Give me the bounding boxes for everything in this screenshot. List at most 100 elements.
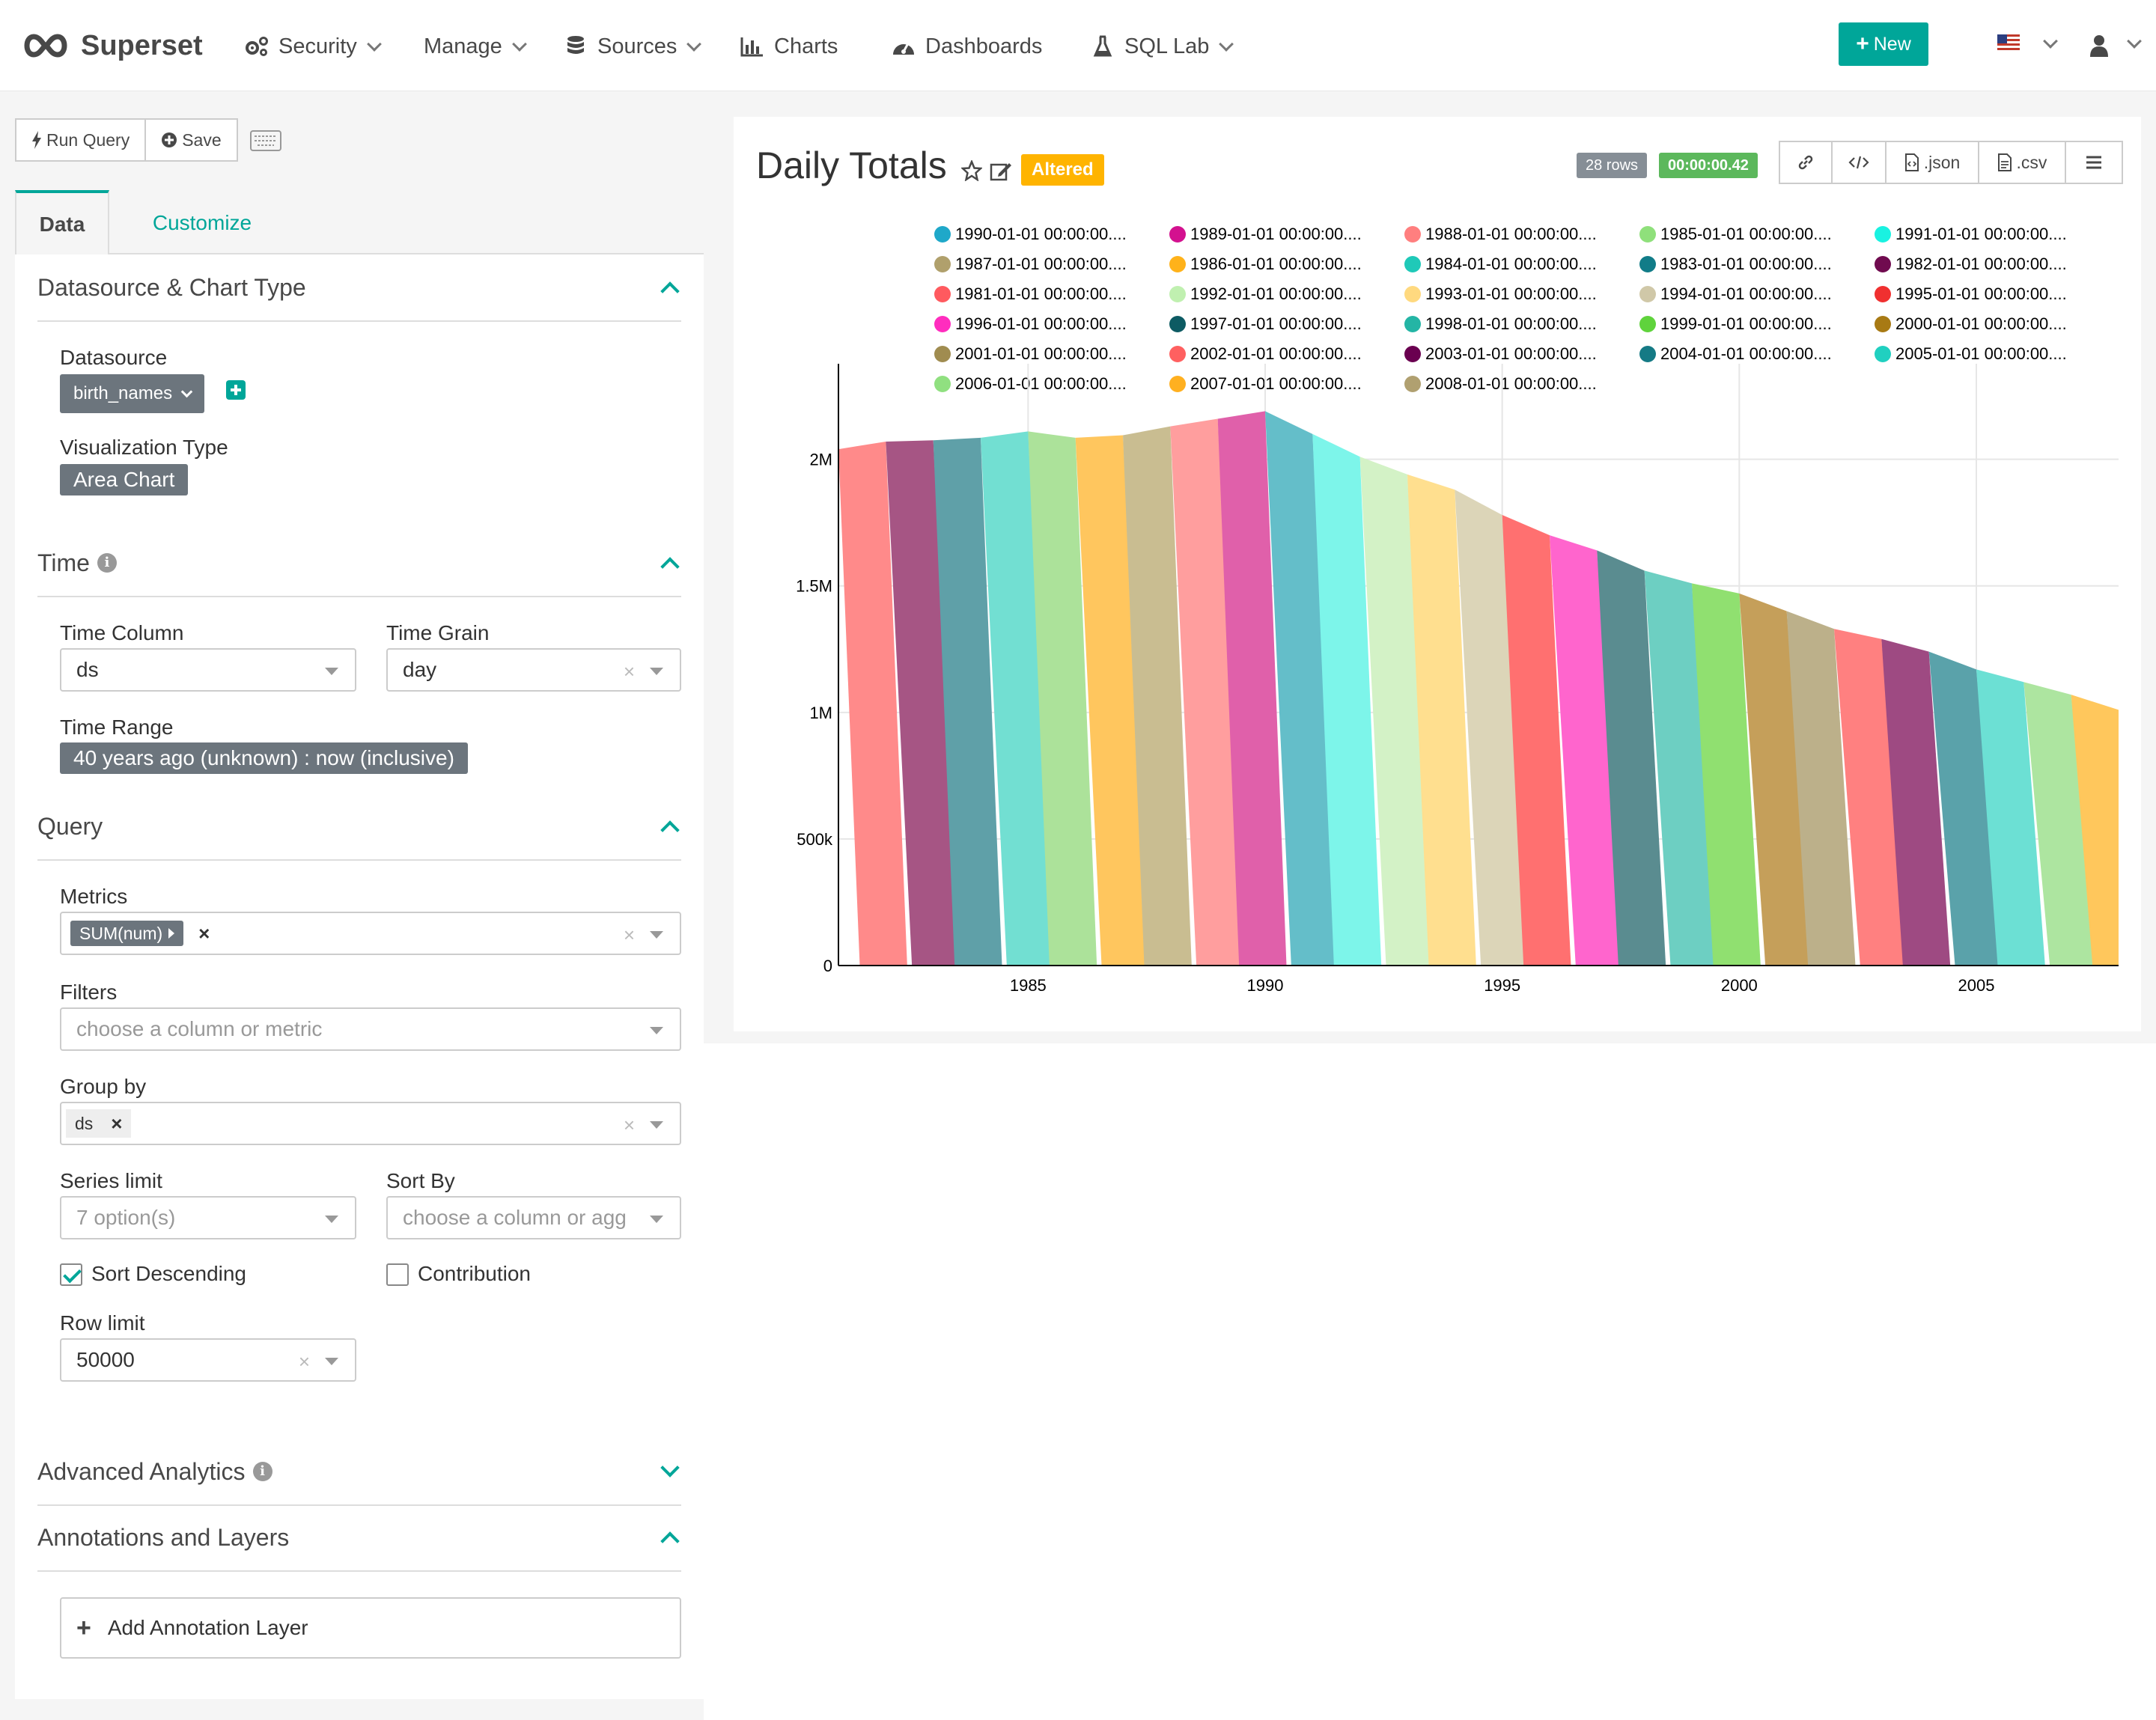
legend-label: 1990-01-01 00:00:00.... bbox=[955, 225, 1127, 243]
legend-item[interactable]: 2006-01-01 00:00:00.... bbox=[934, 373, 1127, 395]
metric-tag[interactable]: SUM(num) bbox=[70, 921, 184, 946]
sort-descending-checkbox[interactable] bbox=[60, 1263, 82, 1286]
legend-item[interactable]: 1999-01-01 00:00:00.... bbox=[1639, 313, 1832, 335]
keyboard-icon[interactable] bbox=[250, 130, 281, 151]
legend-item[interactable]: 1995-01-01 00:00:00.... bbox=[1875, 283, 2067, 305]
section-advanced-analytics-header[interactable]: Advanced Analytics i bbox=[37, 1439, 681, 1506]
legend-label: 2007-01-01 00:00:00.... bbox=[1190, 374, 1362, 393]
clear-icon[interactable]: × bbox=[623, 660, 635, 683]
legend-item[interactable]: 1984-01-01 00:00:00.... bbox=[1404, 253, 1597, 275]
export-csv-button[interactable]: .csv bbox=[1979, 141, 2066, 184]
nav-sql-lab[interactable]: SQL Lab bbox=[1090, 28, 1234, 64]
export-json-button[interactable]: .json bbox=[1886, 141, 1979, 184]
chevron-down-icon[interactable] bbox=[2127, 34, 2142, 49]
group-by-select[interactable]: ds × × bbox=[60, 1102, 681, 1145]
legend-item[interactable]: 2004-01-01 00:00:00.... bbox=[1639, 343, 1832, 365]
legend-item[interactable]: 1981-01-01 00:00:00.... bbox=[934, 283, 1127, 305]
filters-select[interactable]: choose a column or metric bbox=[60, 1007, 681, 1051]
legend-label: 2003-01-01 00:00:00.... bbox=[1425, 344, 1597, 363]
run-query-button[interactable]: Run Query bbox=[15, 118, 147, 162]
altered-badge[interactable]: Altered bbox=[1021, 154, 1104, 186]
legend-item[interactable]: 2002-01-01 00:00:00.... bbox=[1169, 343, 1362, 365]
area-series-band bbox=[1312, 433, 1382, 966]
legend-item[interactable]: 1996-01-01 00:00:00.... bbox=[934, 313, 1127, 335]
edit-icon[interactable] bbox=[990, 160, 1012, 181]
legend-item[interactable]: 1997-01-01 00:00:00.... bbox=[1169, 313, 1362, 335]
time-column-select[interactable]: ds bbox=[60, 648, 356, 692]
contribution-checkbox[interactable] bbox=[386, 1263, 409, 1286]
legend-item[interactable]: 1990-01-01 00:00:00.... bbox=[934, 223, 1127, 246]
legend-item[interactable]: 1992-01-01 00:00:00.... bbox=[1169, 283, 1362, 305]
legend-label: 1996-01-01 00:00:00.... bbox=[955, 314, 1127, 333]
row-limit-select[interactable]: 50000 × bbox=[60, 1338, 356, 1382]
time-grain-select[interactable]: day × bbox=[386, 648, 681, 692]
area-chart: 0 500k 1M 1.5M 2M 1985 1990 1995 2000 2005 bbox=[796, 349, 2141, 995]
user-icon[interactable] bbox=[2089, 34, 2110, 57]
control-tabs: Data Customize bbox=[15, 190, 704, 256]
section-query-header[interactable]: Query bbox=[37, 793, 681, 861]
row-limit-value: 50000 bbox=[76, 1348, 135, 1371]
sort-by-select[interactable]: choose a column or agg bbox=[386, 1196, 681, 1239]
legend-item[interactable]: 2001-01-01 00:00:00.... bbox=[934, 343, 1127, 365]
series-limit-select[interactable]: 7 option(s) bbox=[60, 1196, 356, 1239]
area-series-band bbox=[2071, 695, 2119, 966]
add-datasource-icon[interactable] bbox=[226, 380, 246, 400]
remove-group-by-icon[interactable]: × bbox=[111, 1111, 123, 1135]
add-annotation-layer-button[interactable]: + Add Annotation Layer bbox=[60, 1597, 681, 1659]
time-range-button[interactable]: 40 years ago (unknown) : now (inclusive) bbox=[60, 742, 468, 774]
us-flag-icon[interactable] bbox=[1997, 34, 2020, 51]
legend-item[interactable]: 2005-01-01 00:00:00.... bbox=[1875, 343, 2067, 365]
legend-item[interactable]: 1983-01-01 00:00:00.... bbox=[1639, 253, 1832, 275]
nav-charts[interactable]: Charts bbox=[740, 28, 838, 64]
legend-item[interactable]: 1994-01-01 00:00:00.... bbox=[1639, 283, 1832, 305]
copy-link-button[interactable] bbox=[1779, 141, 1833, 184]
area-series-band bbox=[1123, 426, 1192, 966]
legend-item[interactable]: 2008-01-01 00:00:00.... bbox=[1404, 373, 1597, 395]
sort-by-label: Sort By bbox=[386, 1169, 455, 1192]
nav-dashboards-label: Dashboards bbox=[925, 34, 1043, 58]
more-actions-button[interactable] bbox=[2066, 141, 2123, 184]
new-button[interactable]: + New bbox=[1839, 22, 1928, 66]
tab-customize[interactable]: Customize bbox=[152, 211, 252, 234]
chevron-down-icon[interactable] bbox=[2043, 34, 2058, 49]
legend-item[interactable]: 1987-01-01 00:00:00.... bbox=[934, 253, 1127, 275]
chart-title[interactable]: Daily Totals bbox=[756, 144, 947, 186]
nav-manage[interactable]: Manage bbox=[424, 28, 527, 64]
section-time-header[interactable]: Time i bbox=[37, 530, 681, 597]
legend-swatch bbox=[1169, 346, 1186, 362]
legend-item[interactable]: 1993-01-01 00:00:00.... bbox=[1404, 283, 1597, 305]
legend-swatch bbox=[1875, 346, 1891, 362]
legend-item[interactable]: 1989-01-01 00:00:00.... bbox=[1169, 223, 1362, 246]
chevron-down-icon bbox=[660, 1458, 680, 1477]
legend-item[interactable]: 2003-01-01 00:00:00.... bbox=[1404, 343, 1597, 365]
legend-swatch bbox=[934, 376, 951, 392]
embed-code-button[interactable] bbox=[1833, 141, 1886, 184]
group-by-tag[interactable]: ds × bbox=[66, 1109, 132, 1138]
legend-item[interactable]: 1991-01-01 00:00:00.... bbox=[1875, 223, 2067, 246]
remove-metric-icon[interactable]: × bbox=[198, 921, 210, 945]
legend-item[interactable]: 2007-01-01 00:00:00.... bbox=[1169, 373, 1362, 395]
brand[interactable]: Superset bbox=[21, 25, 203, 66]
clear-icon[interactable]: × bbox=[298, 1350, 310, 1373]
datasource-dropdown[interactable]: birth_names bbox=[60, 374, 205, 413]
save-button[interactable]: Save bbox=[146, 118, 238, 162]
legend-item[interactable]: 1982-01-01 00:00:00.... bbox=[1875, 253, 2067, 275]
y-tick-label: 500k bbox=[797, 830, 833, 849]
legend-item[interactable]: 1986-01-01 00:00:00.... bbox=[1169, 253, 1362, 275]
metrics-select[interactable]: SUM(num) × × bbox=[60, 912, 681, 955]
tab-data[interactable]: Data bbox=[15, 190, 109, 256]
nav-dashboards[interactable]: Dashboards bbox=[891, 28, 1042, 64]
legend-item[interactable]: 1985-01-01 00:00:00.... bbox=[1639, 223, 1832, 246]
nav-security[interactable]: Security bbox=[244, 28, 382, 64]
nav-sources[interactable]: Sources bbox=[563, 28, 702, 64]
star-icon[interactable] bbox=[961, 160, 982, 181]
viz-type-button[interactable]: Area Chart bbox=[60, 464, 189, 495]
legend-swatch bbox=[1875, 316, 1891, 332]
legend-item[interactable]: 1988-01-01 00:00:00.... bbox=[1404, 223, 1597, 246]
clear-icon[interactable]: × bbox=[623, 1114, 635, 1136]
section-annotations-header[interactable]: Annotations and Layers bbox=[37, 1504, 681, 1572]
section-datasource-header[interactable]: Datasource & Chart Type bbox=[37, 254, 681, 322]
legend-item[interactable]: 2000-01-01 00:00:00.... bbox=[1875, 313, 2067, 335]
legend-item[interactable]: 1998-01-01 00:00:00.... bbox=[1404, 313, 1597, 335]
clear-icon[interactable]: × bbox=[623, 924, 635, 946]
